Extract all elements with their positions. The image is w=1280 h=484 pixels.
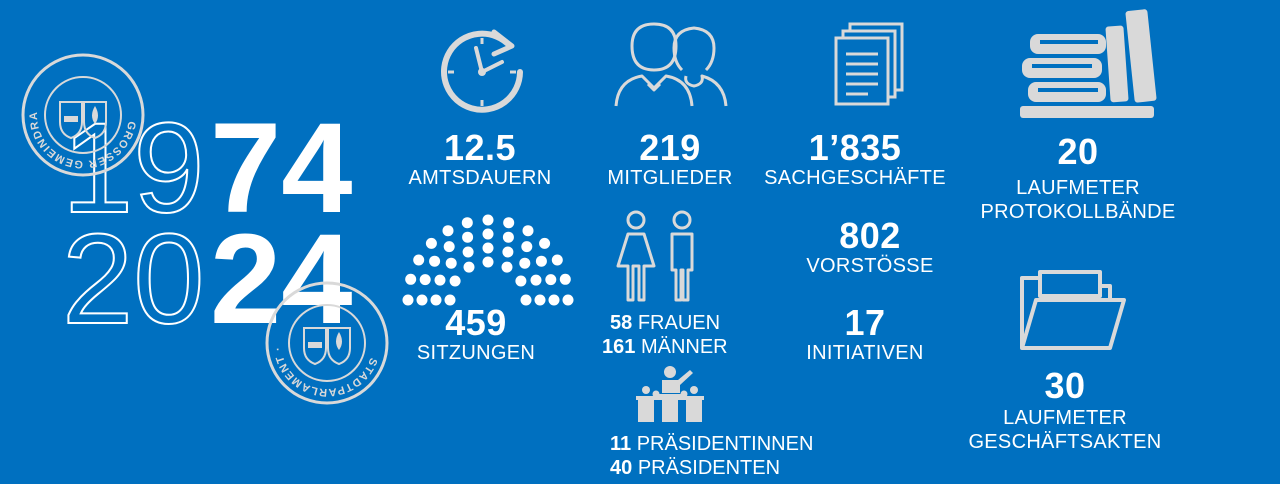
seat-dot [559,273,571,285]
seat-dot [502,231,514,243]
stat-initiativen: 17 INITIATIVEN [780,305,950,365]
year-1974-outline: 19 [62,97,204,240]
seat-dot [551,254,563,266]
seat-dot [522,225,534,237]
seat-dot [482,242,494,254]
seat-dot [482,256,494,268]
seat-dot [405,273,417,285]
seal-stadtparlament: STADTPARLAMENT · ILLNAU-EFFRETIKON [262,278,389,405]
stat-sachgeschaefte: 1’835 SACHGESCHÄFTE [760,130,950,190]
seat-dot [463,261,475,273]
seal-grosser-gemeindrat: GROSSER GEMEINDRAT · ILLNAU-EFFRETIKON [18,50,145,177]
stat-amtsdauern: 12.5 AMTSDAUERN [400,130,560,190]
seat-dot [482,214,494,226]
praesidium-male: 40 PRÄSIDENTEN [610,456,813,480]
seat-dot [503,217,515,229]
praesidenten-number: 40 [610,457,633,479]
year-2024-outline: 20 [62,208,204,351]
seat-dot [430,294,442,306]
speaker-podium-icon [636,366,704,422]
seat-dot [462,231,474,243]
geschaeftsakten-label-1: LAUFMETER [1003,407,1127,429]
stat-vorstoesse: 802 VORSTÖSSE [780,218,960,278]
women-label: FRAUEN [637,312,721,334]
sachgeschaefte-label: SACHGESCHÄFTE [764,167,946,189]
mitglieder-label: MITGLIEDER [607,167,733,189]
seat-dot [416,294,428,306]
geschaeftsakten-label-2: GESCHÄFTSAKTEN [968,431,1162,453]
protokollbaende-label-2: PROTOKOLLBÄNDE [980,201,1176,223]
stat-praesidium: 11 PRÄSIDENTINNEN 40 PRÄSIDENTEN [610,432,813,480]
stat-mitglieder: 219 MITGLIEDER [590,130,750,190]
stat-geschaeftsakten: 30 LAUFMETER GESCHÄFTSAKTEN [960,368,1170,454]
parliament-seats-icon [402,214,574,306]
gender-men: 161 MÄNNER [602,335,728,359]
men-number: 161 [602,336,636,358]
seat-dot [501,261,513,273]
men-label: MÄNNER [640,336,728,358]
seat-dot [515,275,527,287]
amtsdauern-label: AMTSDAUERN [408,167,552,189]
seat-dot [461,217,473,229]
seat-dot [519,257,531,269]
seat-dot [444,294,456,306]
seat-dot [413,254,425,266]
seat-dot [402,294,414,306]
mitglieder-number: 219 [639,127,701,168]
seat-dot [429,255,441,267]
seat-dot [449,275,461,287]
seat-dot [535,255,547,267]
gender-women: 58 FRAUEN [610,311,728,335]
seat-dot [539,237,551,249]
folder-icon [1020,270,1126,350]
praesidentinnen-number: 11 [610,433,632,455]
seat-dot [530,274,542,286]
woman-man-icon [616,210,694,302]
seat-dot [562,294,574,306]
year-graphic: 19 74 20 24 [61,96,352,352]
seat-dot [445,257,457,269]
seat-dot [482,228,494,240]
initiativen-label: INITIATIVEN [806,342,924,364]
geschaeftsakten-number: 30 [1044,365,1086,406]
year-1974-solid: 74 [210,97,352,240]
praesidium-female: 11 PRÄSIDENTINNEN [610,432,813,456]
seat-dot [520,294,532,306]
vorstoesse-label: VORSTÖSSE [806,255,934,277]
seat-dot [534,294,546,306]
seat-dot [434,274,446,286]
vorstoesse-number: 802 [839,215,901,256]
clock-icon [441,29,523,113]
seat-dot [521,241,533,253]
documents-icon [834,22,904,106]
seat-dot [425,237,437,249]
amtsdauern-number: 12.5 [443,127,517,168]
seat-dot [548,294,560,306]
people-icon [614,22,728,107]
protokollbaende-number: 20 [1057,131,1099,172]
stat-sitzungen: 459 SITZUNGEN [396,305,556,365]
seat-dot [545,274,557,286]
seat-dot [443,241,455,253]
praesidentinnen-label: PRÄSIDENTINNEN [636,433,814,455]
sitzungen-number: 459 [445,302,507,343]
stat-protokollbaende: 20 LAUFMETER PROTOKOLLBÄNDE [968,134,1188,224]
books-icon [1020,9,1157,118]
initiativen-number: 17 [844,302,886,343]
praesidenten-label: PRÄSIDENTEN [637,457,781,479]
stat-gender: 58 FRAUEN 161 MÄNNER [602,311,728,359]
sitzungen-label: SITZUNGEN [416,342,536,364]
women-number: 58 [610,312,633,334]
seat-dot [502,246,514,258]
seat-dot [462,246,474,258]
sachgeschaefte-number: 1’835 [808,127,902,168]
protokollbaende-label-1: LAUFMETER [1016,177,1140,199]
seat-dot [419,274,431,286]
seat-dot [442,225,454,237]
